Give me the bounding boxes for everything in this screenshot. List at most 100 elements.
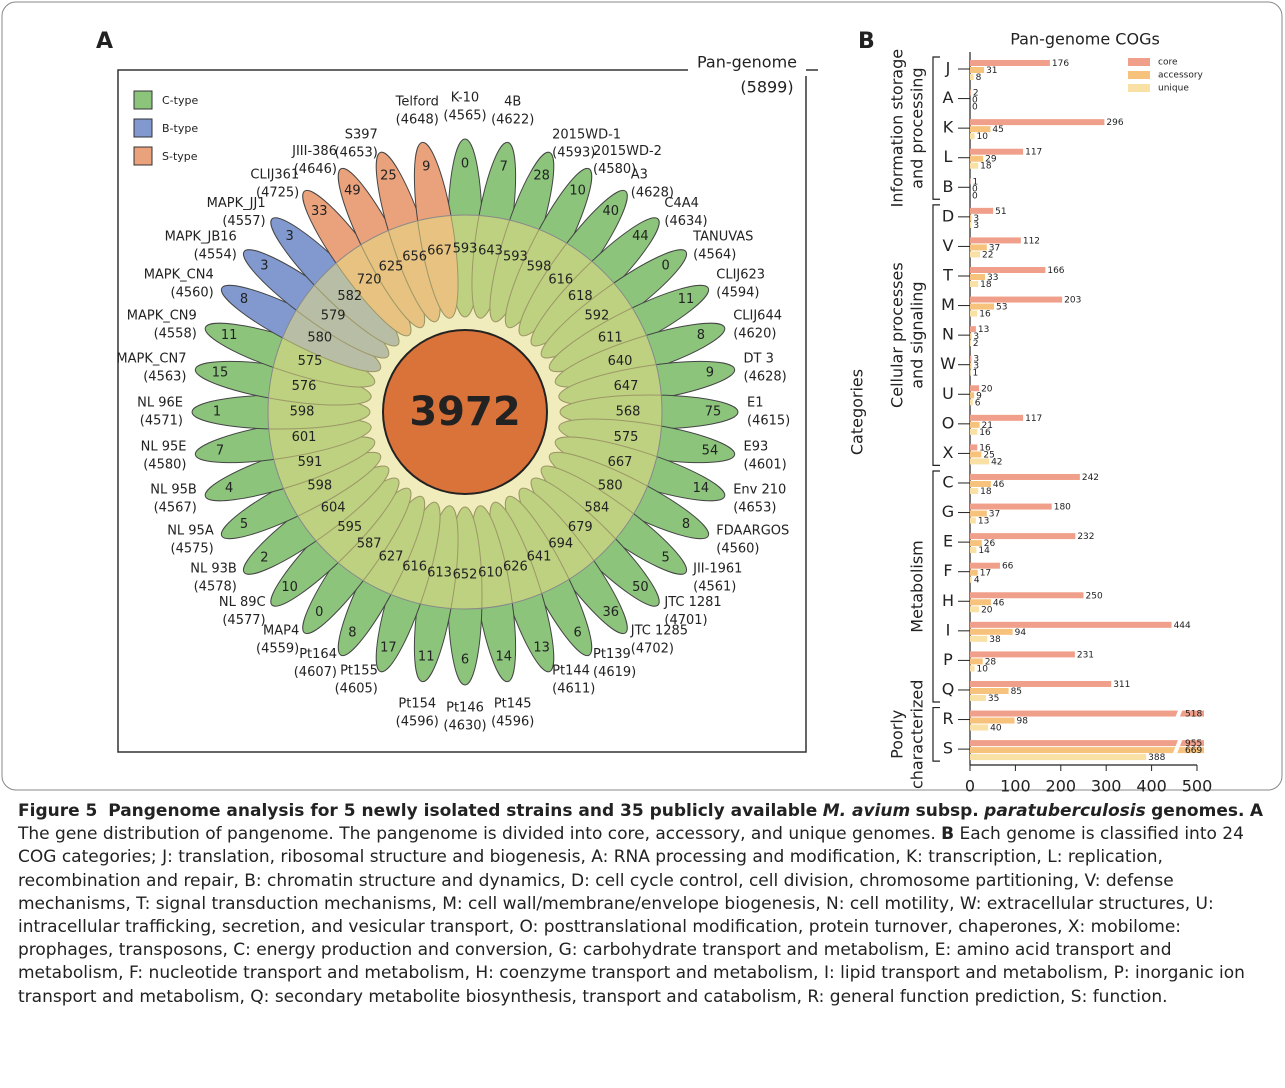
accessory-count: 591 xyxy=(298,455,323,470)
strain-size: (4596) xyxy=(396,715,439,730)
accessory-count: 575 xyxy=(614,430,639,445)
strain-size: (4564) xyxy=(693,248,736,263)
y-tick-label: B xyxy=(943,177,954,196)
x-tick-label: 200 xyxy=(1046,777,1077,796)
unique-count: 15 xyxy=(212,366,229,381)
y-tick-label: J xyxy=(945,59,951,78)
strain-size: (4648) xyxy=(396,112,439,127)
value-label: 231 xyxy=(1077,650,1094,660)
value-label: 10 xyxy=(977,664,989,674)
accessory-count: 579 xyxy=(321,309,346,324)
y-tick-label: I xyxy=(946,620,951,639)
strain-name: Pt155 xyxy=(340,664,378,679)
chart-title: Pan-genome COGs xyxy=(1010,30,1160,49)
value-label: 0 xyxy=(972,191,978,201)
bar xyxy=(970,119,1104,125)
bar xyxy=(970,665,975,671)
y-tick-label: H xyxy=(942,591,954,610)
strain-size: (4567) xyxy=(154,501,197,516)
y-tick-label: O xyxy=(942,413,955,432)
strain-name: E93 xyxy=(744,440,769,455)
unique-count: 7 xyxy=(216,443,224,458)
strain-name: MAPK_JB16 xyxy=(165,230,237,245)
value-label: 2 xyxy=(973,339,979,349)
group-label: and processing xyxy=(908,67,927,188)
y-tick-label: V xyxy=(943,236,954,255)
strain-name: NL 89C xyxy=(219,595,266,610)
strain-name: Pt139 xyxy=(593,647,631,662)
accessory-count: 656 xyxy=(402,249,427,264)
unique-count: 44 xyxy=(632,229,649,244)
accessory-count: 625 xyxy=(379,259,404,274)
value-label: 35 xyxy=(988,694,999,704)
value-label: 46 xyxy=(993,598,1005,608)
y-tick-label: N xyxy=(942,325,954,344)
strain-name: JTC 1281 xyxy=(663,595,721,610)
legend-label: unique xyxy=(1158,84,1189,94)
accessory-count: 643 xyxy=(478,244,503,259)
caption-title: subsp. xyxy=(916,801,979,821)
bar xyxy=(970,606,979,612)
strain-size: (4653) xyxy=(733,501,776,516)
legend-swatch xyxy=(1128,58,1150,66)
strain-size: (4615) xyxy=(747,414,790,429)
bar xyxy=(970,297,1062,303)
strain-name: Pt164 xyxy=(299,647,337,662)
value-label: 242 xyxy=(1082,473,1099,483)
bar xyxy=(970,547,976,553)
y-tick-label: W xyxy=(940,354,956,373)
bar xyxy=(970,725,988,731)
unique-count: 28 xyxy=(533,169,550,184)
value-label: 18 xyxy=(980,280,992,290)
accessory-count: 580 xyxy=(598,479,623,494)
strain-name: FDAARGOS xyxy=(716,524,789,539)
group-bracket xyxy=(933,205,940,466)
bar xyxy=(970,340,971,346)
unique-count: 9 xyxy=(422,160,430,175)
value-label: 66 xyxy=(1002,562,1014,572)
y-tick-label: G xyxy=(942,502,954,521)
strain-name: JIII-386 xyxy=(291,144,337,159)
unique-count: 2 xyxy=(260,550,268,565)
strain-size: (4561) xyxy=(693,579,736,594)
strain-size: (4563) xyxy=(143,369,186,384)
strain-name: CLIJ623 xyxy=(716,267,765,282)
unique-count: 8 xyxy=(682,517,690,532)
accessory-count: 616 xyxy=(402,560,427,575)
value-label: 45 xyxy=(992,125,1003,135)
accessory-count: 592 xyxy=(584,309,609,324)
strain-size: (4578) xyxy=(194,579,237,594)
group-label: Information storage xyxy=(888,49,907,207)
bar xyxy=(970,267,1045,273)
legend-swatch xyxy=(134,119,152,137)
strain-name: A3 xyxy=(631,167,648,182)
caption-part-label: A xyxy=(1250,801,1263,821)
accessory-count: 652 xyxy=(453,568,478,583)
unique-count: 36 xyxy=(602,605,619,620)
unique-count: 8 xyxy=(240,292,248,307)
unique-count: 3 xyxy=(260,259,268,274)
x-tick-label: 0 xyxy=(965,777,975,796)
bar xyxy=(970,399,973,405)
bar xyxy=(970,636,987,642)
value-label: 669 xyxy=(1185,746,1202,756)
value-label: 4 xyxy=(974,576,980,586)
strain-size: (4593) xyxy=(552,145,595,160)
value-label: 37 xyxy=(989,510,1000,520)
bar xyxy=(970,311,977,317)
legend-swatch xyxy=(1128,71,1150,79)
bar xyxy=(970,592,1084,598)
value-label: 176 xyxy=(1052,59,1069,69)
strain-name: CLIJ644 xyxy=(733,308,782,323)
value-label: 250 xyxy=(1086,591,1103,601)
bar xyxy=(970,740,1285,746)
strain-size: (4607) xyxy=(294,665,337,680)
strain-name: E1 xyxy=(747,396,764,411)
x-tick-label: 300 xyxy=(1091,777,1122,796)
unique-count: 5 xyxy=(240,517,248,532)
value-label: 46 xyxy=(993,480,1005,490)
strain-size: (4601) xyxy=(744,458,787,473)
unique-count: 33 xyxy=(311,204,328,219)
value-label: 444 xyxy=(1174,621,1191,631)
unique-count: 54 xyxy=(702,443,719,458)
